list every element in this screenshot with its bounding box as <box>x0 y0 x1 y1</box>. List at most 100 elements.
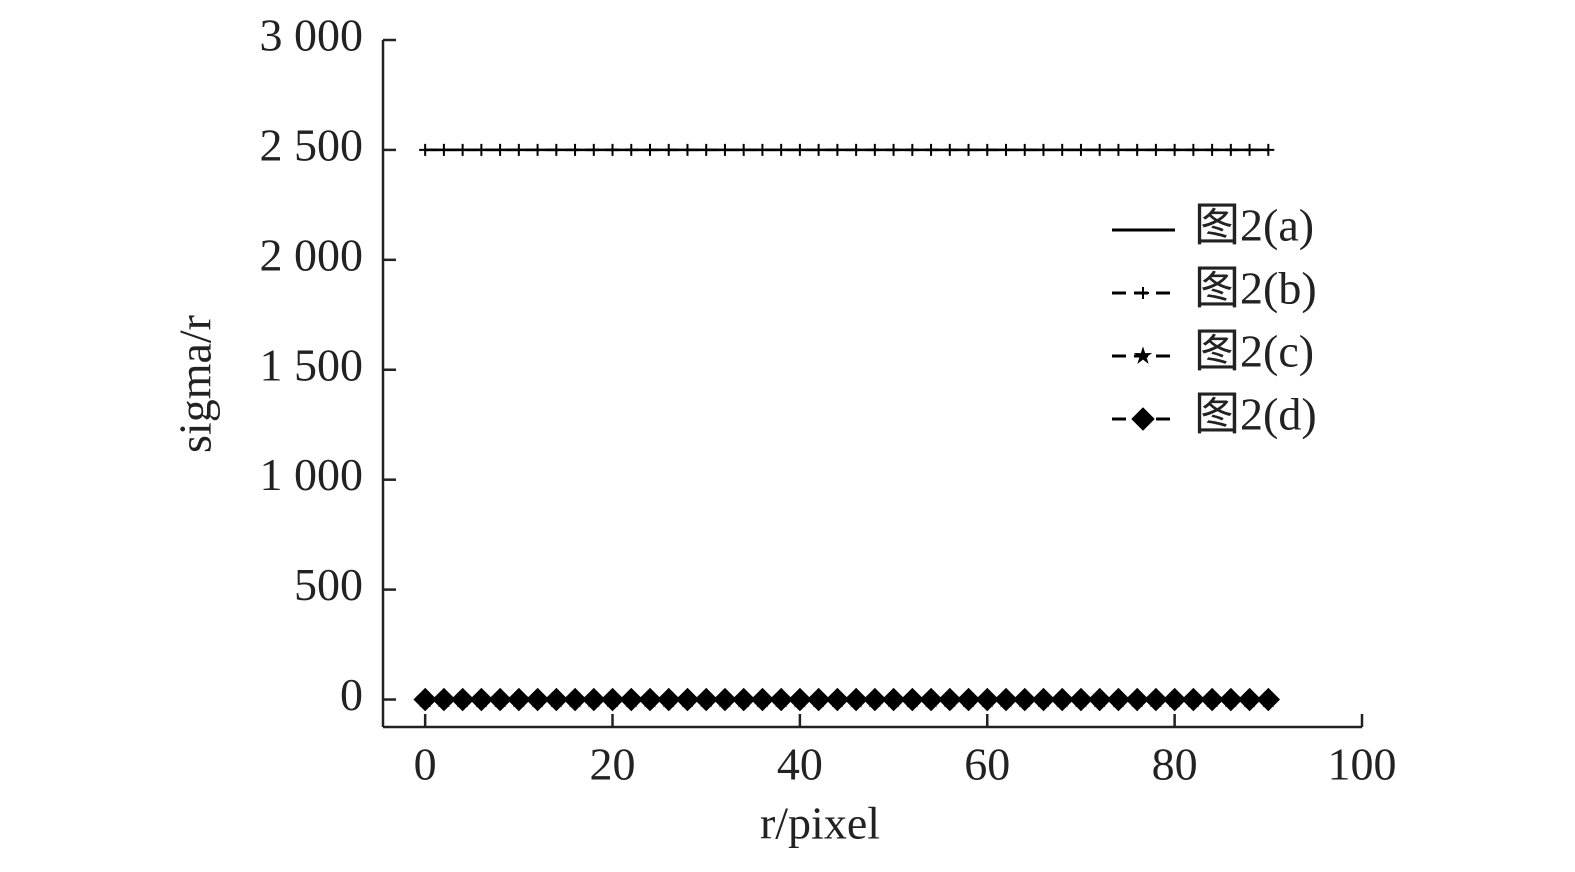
marker <box>713 687 737 712</box>
marker <box>788 687 812 712</box>
marker <box>1219 687 1243 712</box>
marker <box>488 687 512 712</box>
marker <box>437 143 450 156</box>
marker <box>494 143 507 156</box>
y-tick-label: 1 000 <box>260 449 364 500</box>
marker <box>825 687 850 712</box>
legend-label: 图2(c) <box>1194 326 1314 377</box>
marker <box>1037 143 1050 156</box>
x-tick-label: 40 <box>777 739 823 790</box>
marker <box>1112 143 1125 156</box>
marker <box>700 143 713 156</box>
marker <box>938 687 962 712</box>
marker <box>1256 687 1281 712</box>
marker <box>644 143 656 156</box>
marker <box>887 143 900 156</box>
marker <box>531 143 544 156</box>
marker <box>432 687 456 712</box>
marker <box>619 687 643 712</box>
marker <box>863 687 887 712</box>
marker <box>1087 687 1112 712</box>
x-tick-label: 20 <box>590 739 636 790</box>
marker <box>1137 287 1149 299</box>
marker <box>694 687 718 712</box>
marker <box>793 143 806 156</box>
marker <box>1131 143 1144 156</box>
marker <box>1013 687 1037 712</box>
marker <box>1181 687 1206 712</box>
marker <box>881 687 906 712</box>
marker <box>906 143 919 156</box>
marker <box>806 687 831 712</box>
marker <box>681 143 694 156</box>
marker <box>675 687 700 712</box>
marker <box>419 143 432 156</box>
marker <box>569 143 582 156</box>
marker <box>994 687 1018 712</box>
marker <box>475 143 488 156</box>
marker <box>718 143 731 156</box>
marker <box>1162 687 1187 712</box>
marker <box>1000 143 1012 156</box>
marker <box>962 143 975 156</box>
marker <box>469 687 494 712</box>
marker <box>844 687 868 712</box>
y-tick-label: 3 000 <box>260 10 364 61</box>
marker <box>625 143 638 156</box>
marker <box>456 143 469 156</box>
marker <box>525 687 550 712</box>
marker <box>544 687 569 712</box>
marker <box>1200 687 1224 712</box>
y-tick-label: 500 <box>294 559 363 610</box>
marker <box>1206 143 1219 156</box>
marker <box>1133 346 1153 364</box>
marker <box>850 143 863 156</box>
marker <box>975 687 999 712</box>
marker <box>662 143 675 156</box>
marker <box>925 143 938 156</box>
y-axis-label: sigma/r <box>170 315 221 453</box>
marker <box>1262 143 1275 156</box>
marker <box>413 687 437 712</box>
marker <box>1018 143 1031 156</box>
marker <box>900 687 925 712</box>
marker <box>1069 687 1093 712</box>
marker <box>638 687 662 712</box>
marker <box>1243 143 1256 156</box>
marker <box>550 143 563 156</box>
marker <box>1237 687 1262 712</box>
marker <box>1168 143 1181 156</box>
y-tick-label: 2 500 <box>260 119 364 170</box>
legend-label: 图2(d) <box>1194 389 1317 440</box>
marker <box>1031 687 1056 712</box>
marker <box>1056 143 1069 156</box>
marker <box>1224 143 1237 156</box>
x-tick-label: 100 <box>1328 739 1397 790</box>
marker <box>507 687 531 712</box>
marker <box>1149 143 1162 156</box>
marker <box>1074 143 1087 156</box>
marker <box>563 687 587 712</box>
y-tick-label: 1 500 <box>260 339 364 390</box>
marker <box>943 143 956 156</box>
x-tick-label: 80 <box>1152 739 1198 790</box>
legend-label: 图2(a) <box>1194 200 1314 251</box>
marker <box>1131 407 1155 431</box>
marker <box>1187 143 1200 156</box>
marker <box>1125 687 1149 712</box>
marker <box>1093 143 1106 156</box>
marker <box>587 143 600 156</box>
marker <box>1144 687 1168 712</box>
marker <box>737 143 750 156</box>
marker <box>582 687 606 712</box>
marker <box>956 687 981 712</box>
marker <box>919 687 943 712</box>
x-tick-label: 60 <box>964 739 1010 790</box>
marker <box>831 143 844 156</box>
marker <box>1050 687 1074 712</box>
marker <box>600 687 625 712</box>
marker <box>731 687 756 712</box>
marker <box>750 687 775 712</box>
marker <box>657 687 681 712</box>
